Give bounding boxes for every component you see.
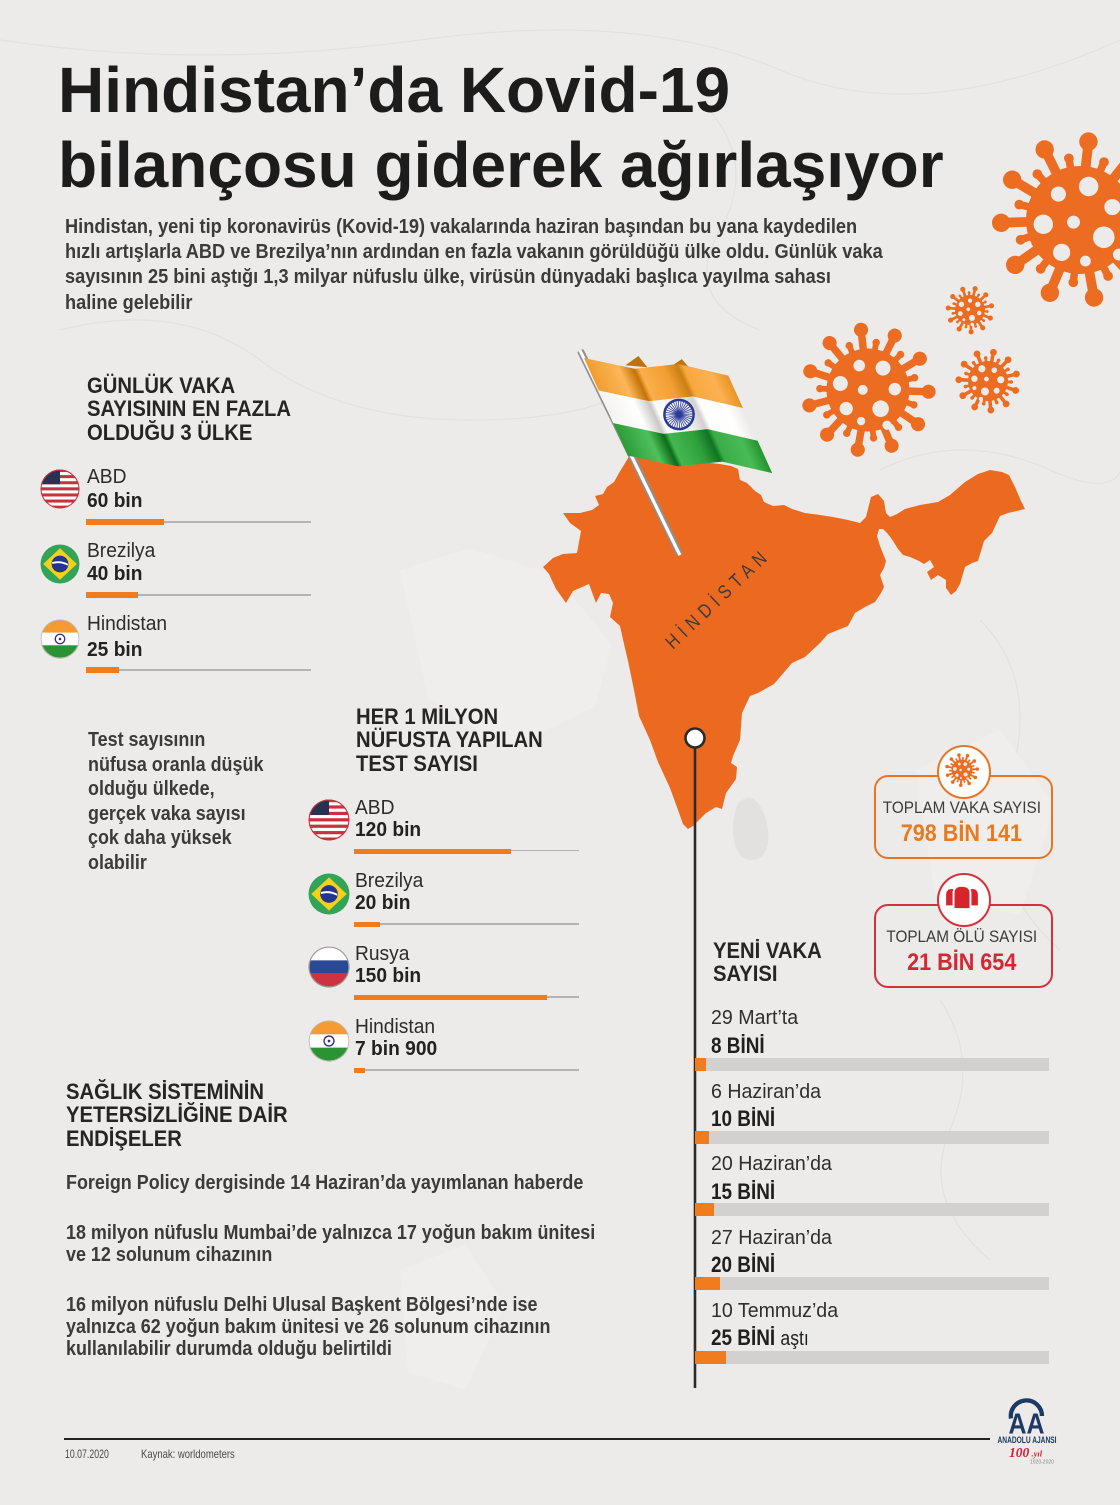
svg-text:ANADOLU AJANSI: ANADOLU AJANSI bbox=[998, 1435, 1057, 1445]
svg-text:1920-2020: 1920-2020 bbox=[1030, 1460, 1054, 1466]
svg-text:AA: AA bbox=[1009, 1409, 1045, 1441]
svg-text:.yıl: .yıl bbox=[1032, 1449, 1043, 1459]
svg-text:100: 100 bbox=[1009, 1445, 1030, 1460]
